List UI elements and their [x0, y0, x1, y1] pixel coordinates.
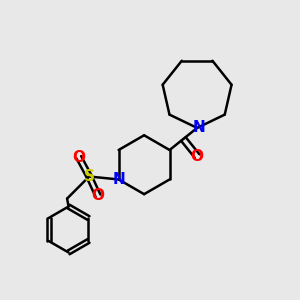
Text: N: N	[192, 120, 205, 135]
Text: O: O	[191, 149, 204, 164]
Text: O: O	[92, 188, 104, 203]
Text: O: O	[72, 150, 86, 165]
Text: N: N	[112, 172, 125, 187]
Text: S: S	[84, 169, 95, 184]
